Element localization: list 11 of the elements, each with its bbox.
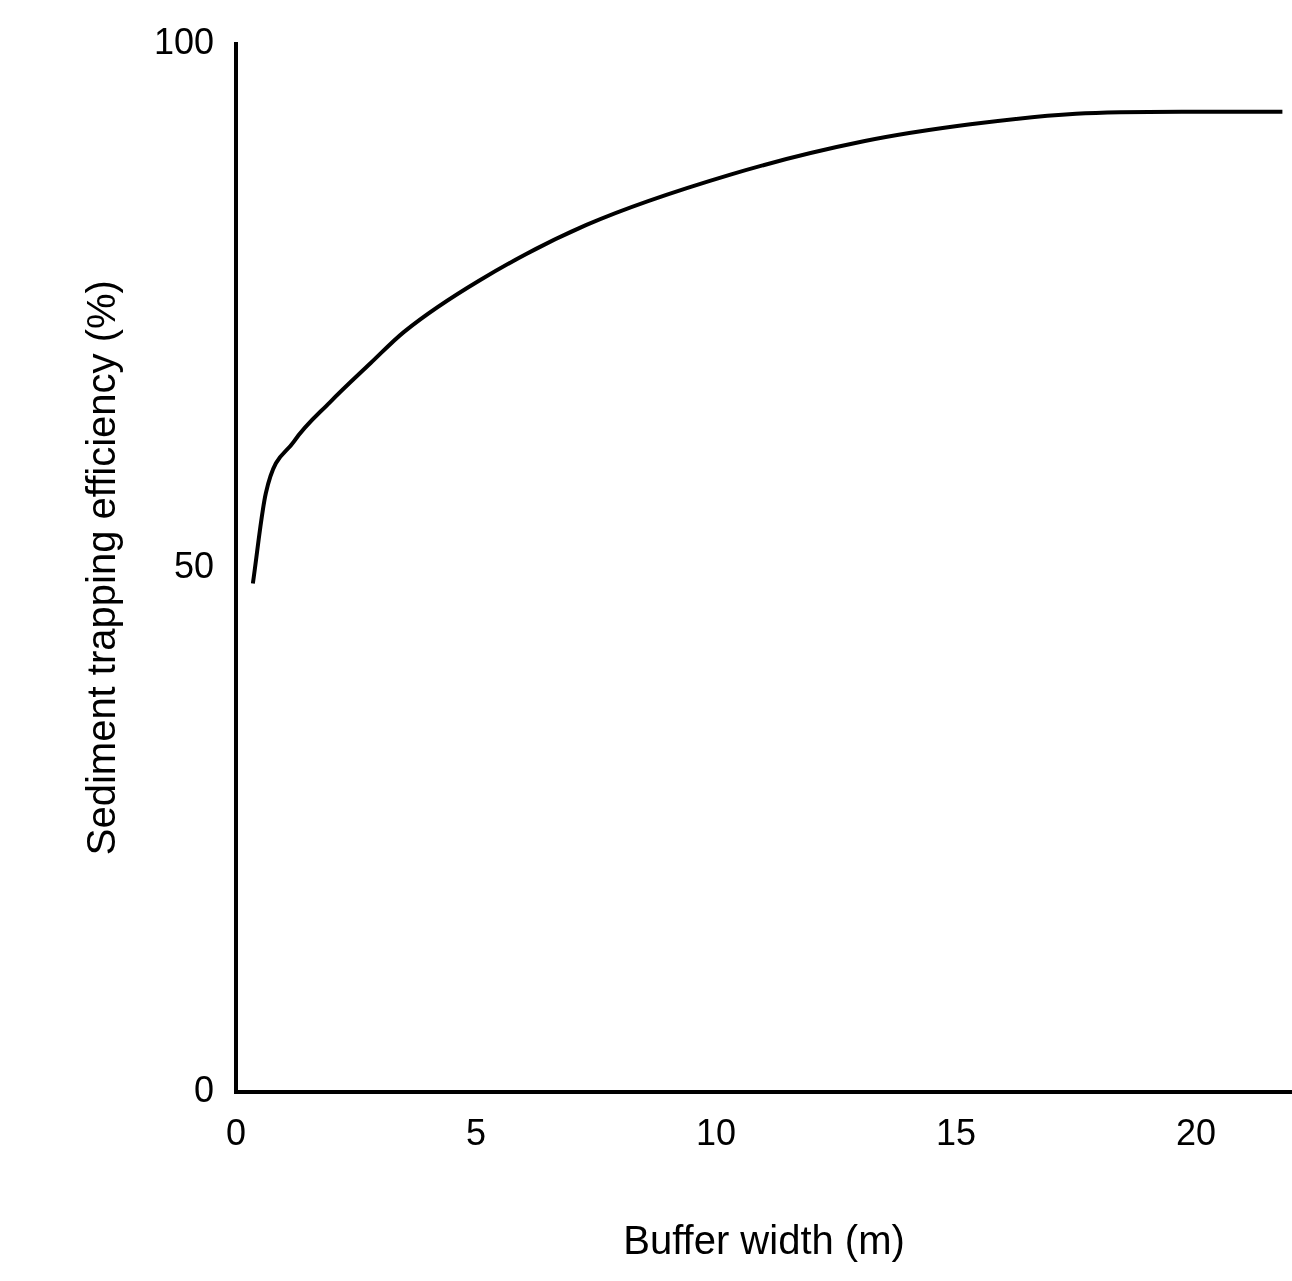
x-tick-label: 10	[696, 1112, 737, 1154]
y-axis-title: Sediment trapping efficiency (%)	[79, 280, 124, 856]
x-tick-label: 0	[226, 1112, 247, 1154]
line-series	[250, 109, 1285, 586]
x-tick-label: 5	[466, 1112, 487, 1154]
y-tick-label: 100	[153, 20, 215, 62]
x-axis-title: Buffer width (m)	[623, 1218, 905, 1263]
y-tick-label: 50	[174, 544, 215, 586]
y-tick-label: 0	[194, 1068, 215, 1110]
x-tick-label: 15	[936, 1112, 977, 1154]
x-tick-label: 20	[1175, 1112, 1217, 1154]
